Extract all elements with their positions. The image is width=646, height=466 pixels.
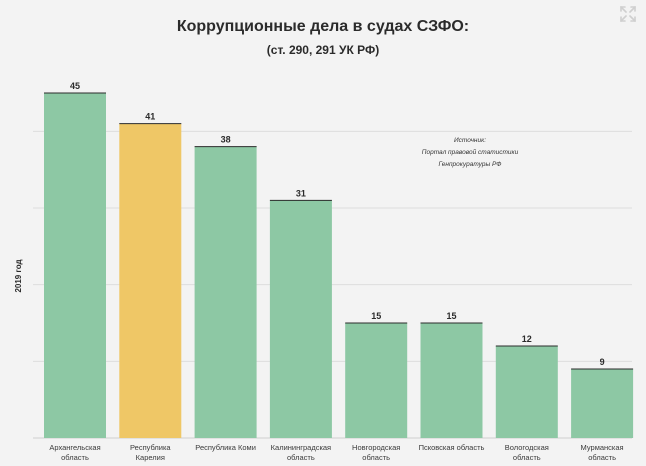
x-tick-label: Республика Коми (195, 443, 256, 452)
x-tick-label: Мурманская (581, 443, 624, 452)
bar (495, 346, 558, 438)
bar (44, 93, 106, 438)
bar (420, 323, 483, 438)
bar (345, 323, 408, 438)
bar (194, 146, 257, 438)
expand-icon[interactable] (620, 6, 636, 22)
x-tick-label: Архангельская (49, 443, 100, 452)
x-tick-label: область (287, 453, 315, 462)
data-label: 15 (446, 311, 456, 321)
bar (119, 123, 182, 439)
source-annotation: Источник: (454, 137, 486, 144)
x-tick-label: область (588, 453, 616, 462)
chart-title: Коррупционные дела в судах СЗФО: (176, 18, 470, 35)
data-label: 15 (371, 311, 381, 321)
x-tick-label: Калининградская (271, 443, 331, 452)
x-tick-label: Республика (130, 443, 171, 452)
x-tick-label: Вологодская (505, 443, 549, 452)
data-label: 9 (600, 357, 605, 367)
y-axis-label: 2019 год (14, 259, 23, 292)
x-tick-label: область (61, 453, 89, 462)
x-tick-label: Новгородская (352, 443, 400, 452)
bar (571, 369, 634, 438)
chart-subtitle: (ст. 290, 291 УК РФ) (266, 43, 380, 57)
source-annotation: Портал правовой статистики (422, 148, 519, 156)
x-tick-label: область (513, 453, 541, 462)
data-label: 31 (296, 188, 306, 198)
data-label: 12 (522, 334, 532, 344)
source-annotation: Генпрокуратуры РФ (439, 161, 502, 168)
data-label: 45 (70, 81, 80, 91)
data-label: 41 (145, 112, 155, 122)
x-tick-label: Карелия (136, 453, 165, 462)
x-tick-label: Псковская область (419, 443, 485, 452)
data-label: 38 (221, 135, 231, 145)
bar (269, 200, 332, 438)
x-tick-label: область (362, 453, 390, 462)
